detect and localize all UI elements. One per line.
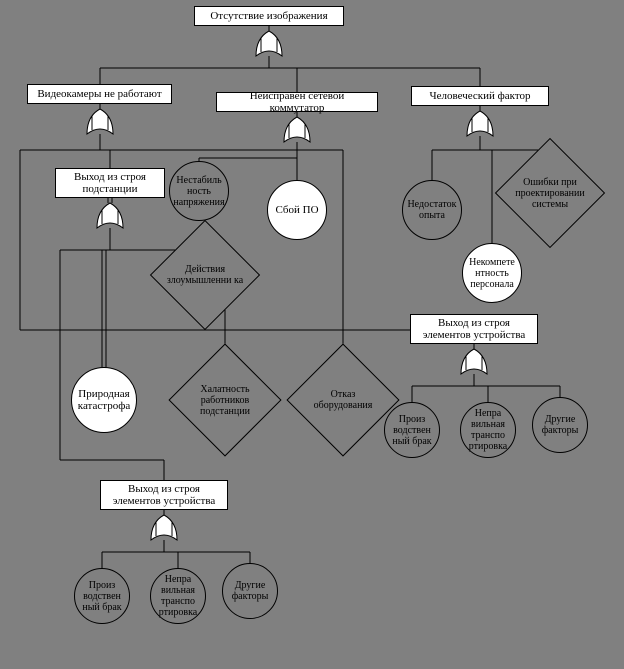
node-label: Непра вильная транспо ртировка <box>151 574 205 618</box>
node-label: Отсутствие изображения <box>210 10 327 22</box>
node-label: Видеокамеры не работают <box>37 88 161 100</box>
node-negligence: Халатность работников подстанции <box>185 360 265 440</box>
node-dev-fail-1: Выход из строя элементов устройства <box>410 314 538 344</box>
node-hw-fail: Отказ оборудования <box>303 360 383 440</box>
node-defect-1: Произ водствен ный брак <box>384 402 440 458</box>
node-nature: Природная катастрофа <box>71 367 137 433</box>
node-label: Другие факторы <box>223 580 277 602</box>
node-ship-2: Непра вильная транспо ртировка <box>150 568 206 624</box>
or-gate-cameras <box>87 109 113 134</box>
node-substation: Выход из строя подстанции <box>55 168 165 198</box>
node-label: Халатность работников подстанции <box>185 384 265 417</box>
node-incompetence: Некомпете нтность персонала <box>462 243 522 303</box>
node-ship-1: Непра вильная транспо ртировка <box>460 402 516 458</box>
node-other-2: Другие факторы <box>222 563 278 619</box>
node-attacker: Действия злоумышленни ка <box>166 236 244 314</box>
node-label: Произ водствен ный брак <box>385 414 439 447</box>
or-gate-switch <box>284 117 310 142</box>
node-switch: Неисправен сетевой коммутатор <box>216 92 378 112</box>
node-design-errors: Ошибки при проектировании системы <box>511 154 589 232</box>
node-experience: Недостаток опыта <box>402 180 462 240</box>
node-label: Сбой ПО <box>275 204 318 216</box>
node-root: Отсутствие изображения <box>194 6 344 26</box>
node-sw-fail: Сбой ПО <box>267 180 327 240</box>
node-label: Произ водствен ный брак <box>75 580 129 613</box>
node-label: Отказ оборудования <box>303 389 383 411</box>
node-label: Ошибки при проектировании системы <box>511 177 589 210</box>
node-label: Другие факторы <box>533 414 587 436</box>
or-gate-root <box>256 31 282 56</box>
node-cameras: Видеокамеры не работают <box>27 84 172 104</box>
node-human: Человеческий фактор <box>411 86 549 106</box>
node-voltage: Нестабиль ность напряжения <box>169 161 229 221</box>
node-label: Выход из строя подстанции <box>60 171 160 195</box>
or-gate-substation <box>97 203 123 228</box>
node-defect-2: Произ водствен ный брак <box>74 568 130 624</box>
node-label: Выход из строя элементов устройства <box>105 483 223 507</box>
node-label: Действия злоумышленни ка <box>166 264 244 286</box>
node-other-1: Другие факторы <box>532 397 588 453</box>
node-label: Человеческий фактор <box>429 90 530 102</box>
node-label: Некомпете нтность персонала <box>463 257 521 290</box>
node-label: Недостаток опыта <box>403 199 461 221</box>
node-label: Выход из строя элементов устройства <box>415 317 533 341</box>
node-label: Неисправен сетевой коммутатор <box>221 90 373 114</box>
or-gate-dev1 <box>461 349 487 374</box>
node-label: Природная катастрофа <box>72 388 136 412</box>
node-label: Непра вильная транспо ртировка <box>461 408 515 452</box>
node-dev-fail-2: Выход из строя элементов устройства <box>100 480 228 510</box>
or-gate-dev2 <box>151 515 177 540</box>
or-gate-human <box>467 111 493 136</box>
node-label: Нестабиль ность напряжения <box>170 175 228 208</box>
